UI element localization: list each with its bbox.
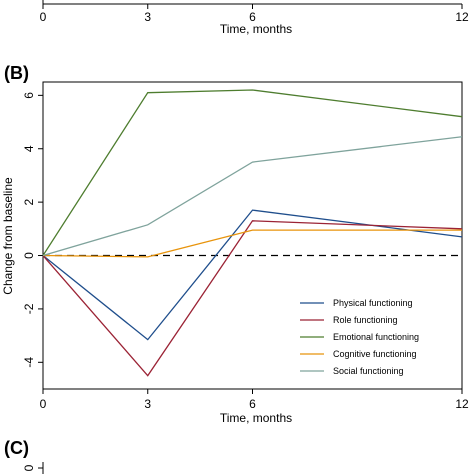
bottom-panel-tick-label: 0: [22, 464, 36, 471]
legend-label: Physical functioning: [333, 298, 413, 308]
panel-label-b: (B): [4, 63, 29, 83]
panel-label-c: (C): [4, 438, 29, 458]
top-panel-xtick-label: 6: [249, 10, 256, 24]
legend: Physical functioning Role functioning Emot…: [300, 298, 419, 376]
top-panel-xtick-label: 12: [455, 10, 469, 24]
top-panel-xlabel: Time, months: [220, 22, 292, 36]
series-line-social-functioning: [42, 136, 463, 257]
y-tick-label: 2: [22, 198, 36, 205]
series-line-cognitive-functioning: [42, 229, 462, 258]
x-tick-label: 6: [249, 397, 256, 411]
x-tick-label: 12: [455, 397, 469, 411]
top-panel-axis: 0 3 6 12 Time, months: [40, 0, 469, 36]
x-tick-label: 0: [40, 397, 47, 411]
y-axis-label: Change from baseline: [1, 177, 15, 295]
series-line-role-functioning: [42, 220, 463, 377]
legend-label: Role functioning: [333, 315, 398, 325]
series-line-physical-functioning: [42, 209, 463, 341]
top-panel-xtick-label: 0: [40, 10, 47, 24]
y-tick-label: -2: [22, 303, 36, 314]
plot-frame: [42, 81, 463, 390]
series-line-emotional-functioning: [42, 89, 463, 256]
y-tick-label: 0: [22, 252, 36, 259]
legend-label: Social functioning: [333, 366, 404, 376]
y-tick-label: 6: [22, 92, 36, 99]
x-tick-label: 3: [144, 397, 151, 411]
top-panel-xtick-label: 3: [144, 10, 151, 24]
legend-label: Cognitive functioning: [333, 349, 417, 359]
y-tick-label: 4: [22, 145, 36, 152]
y-tick-label: -4: [22, 357, 36, 368]
x-axis-label: Time, months: [220, 411, 292, 425]
legend-label: Emotional functioning: [333, 332, 419, 342]
